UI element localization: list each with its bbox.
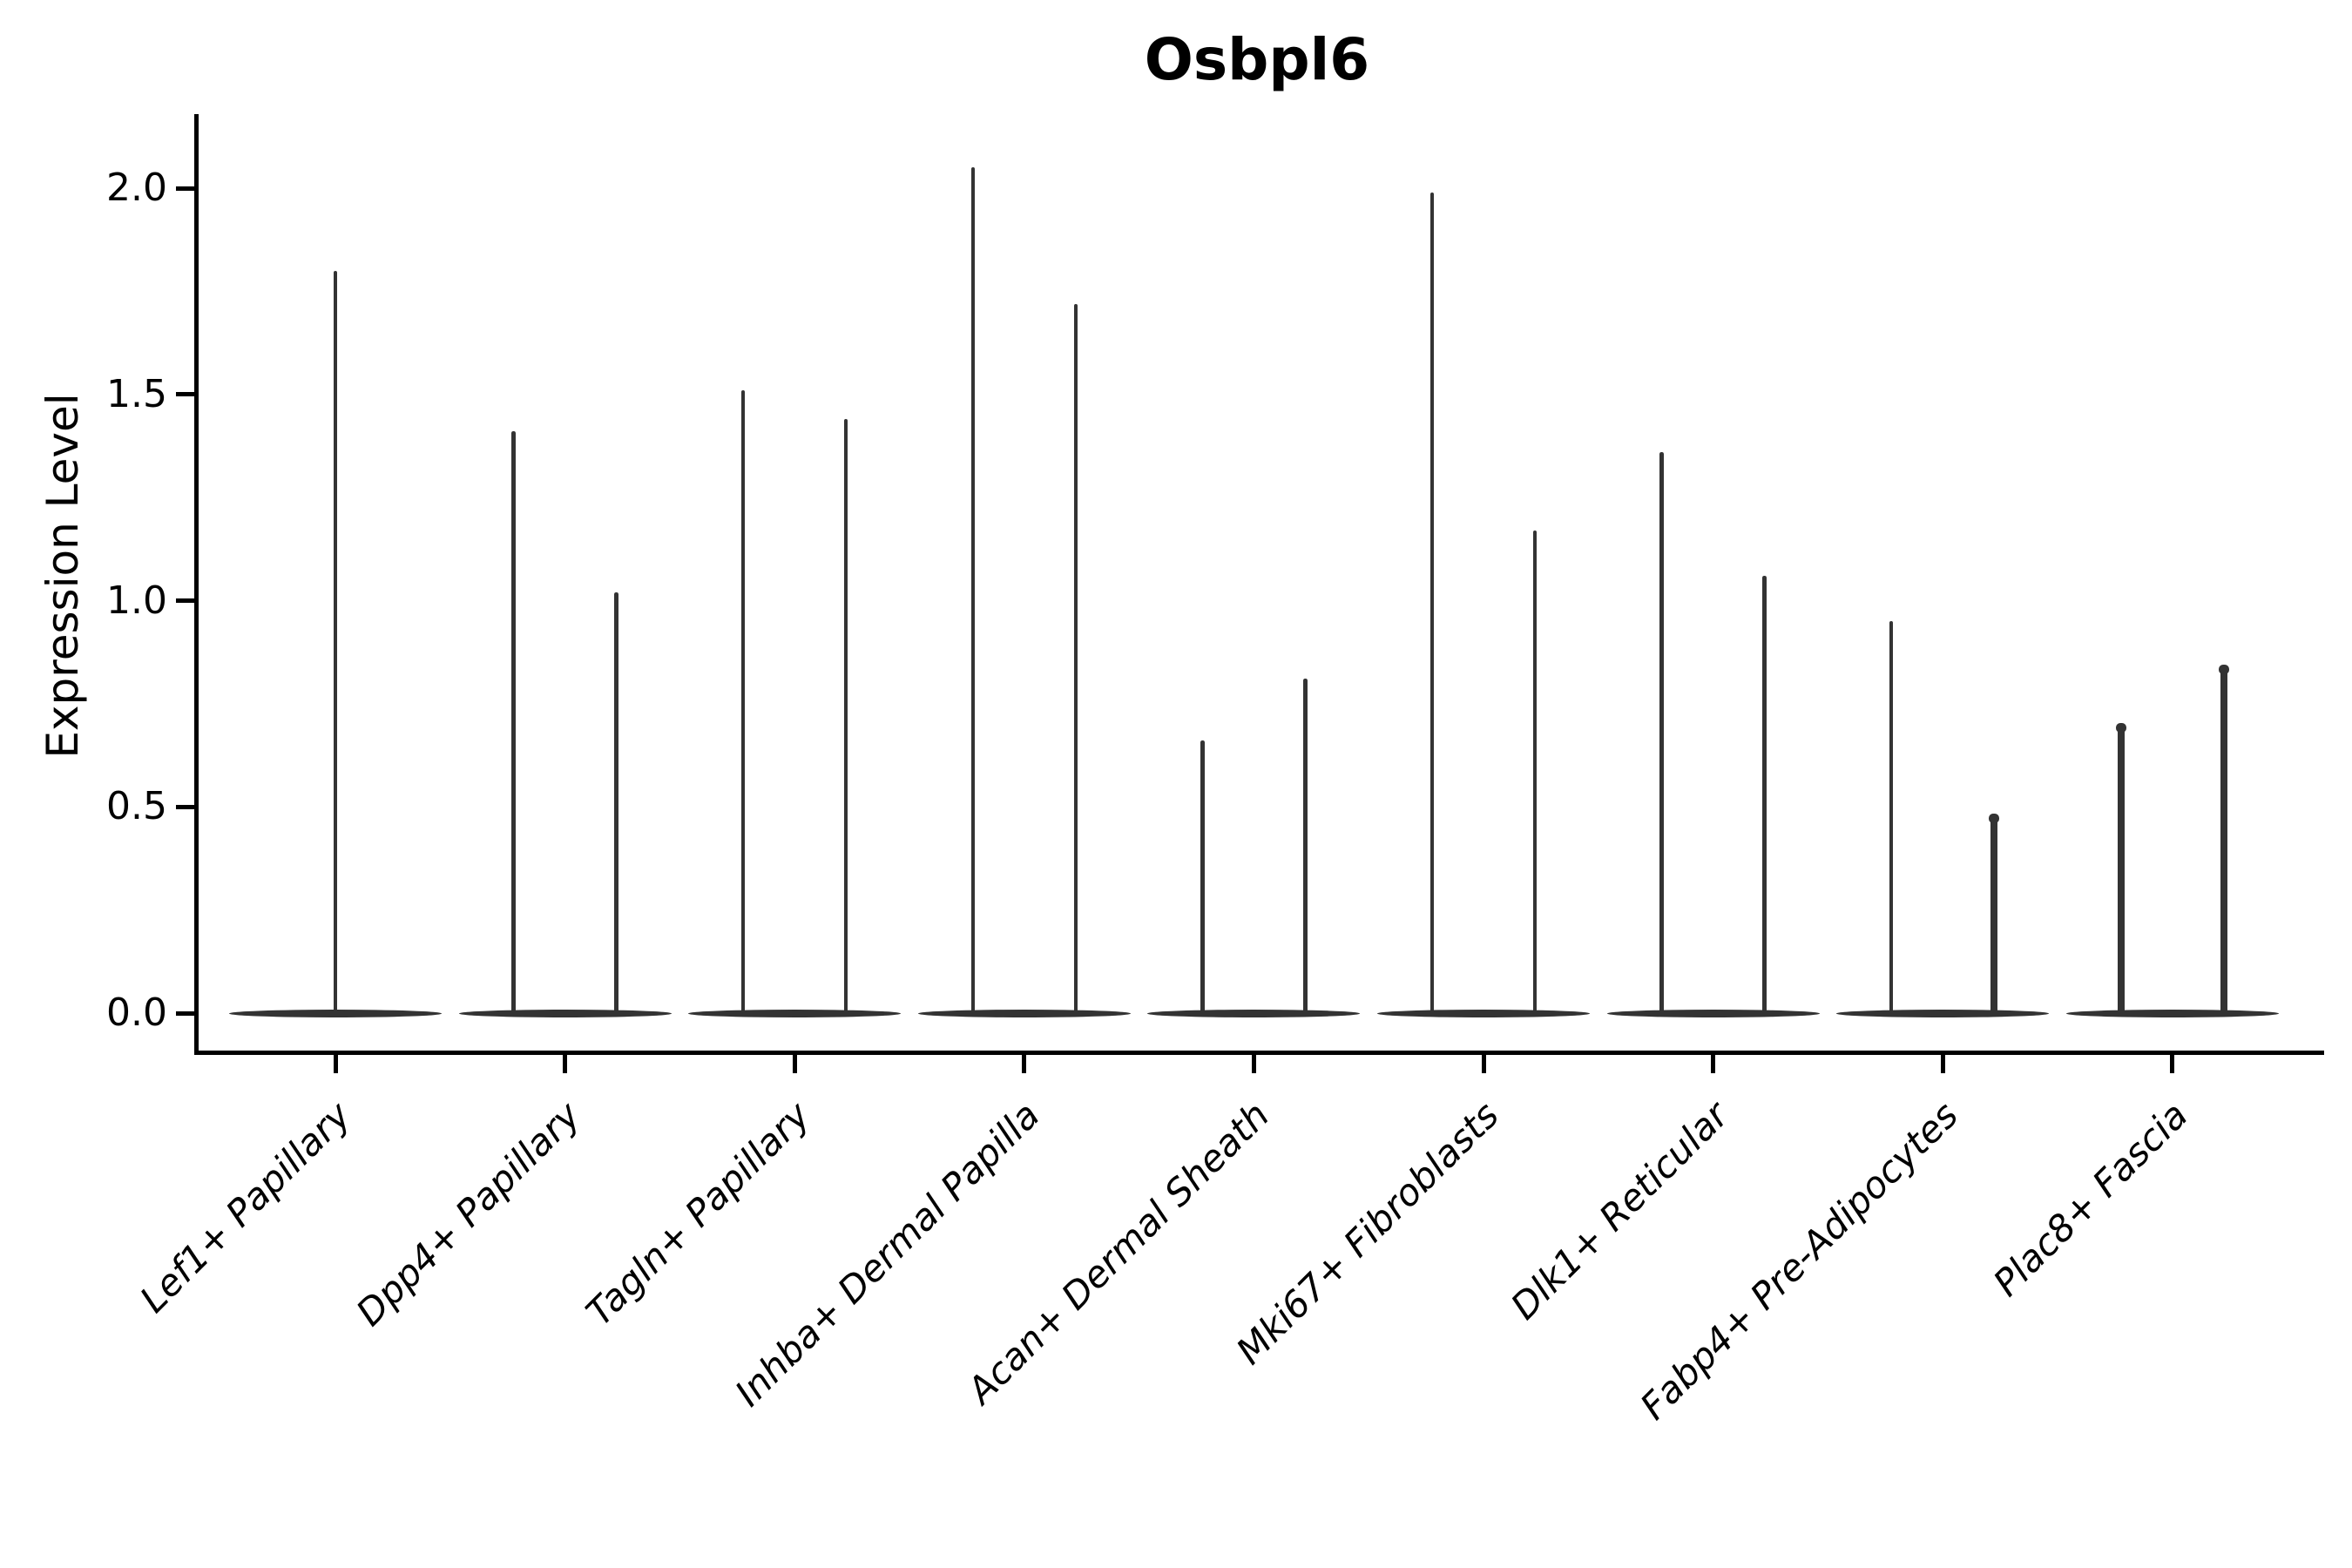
violin-base [1606,1009,1820,1017]
violin-needle [614,592,618,1013]
y-tick [176,392,195,397]
violin-base [458,1009,672,1017]
y-tick-label: 1.0 [106,578,167,623]
y-axis-spine [194,114,199,1055]
y-tick [176,804,195,809]
violin-base [1836,1009,2050,1017]
violin-needle [970,167,976,1013]
violin-needle-cap [2219,665,2229,675]
y-tick [176,186,195,191]
y-tick-label: 0.0 [106,990,167,1035]
violin-base [688,1009,902,1017]
violin-base [1147,1009,1361,1017]
violin-needle [1990,814,1997,1013]
x-tick [2170,1054,2175,1073]
x-tick-label: Lef1+ Papillary [132,1093,359,1321]
x-tick [1251,1054,1256,1073]
chart-title: Osbpl6 [1144,26,1370,93]
x-tick [1940,1054,1945,1073]
x-tick [1022,1054,1027,1073]
violin-needle [1889,621,1894,1013]
violin-needle-cap [1989,813,1999,823]
violin-needle [1303,679,1308,1013]
violin-needle [2220,666,2227,1013]
violin-base [2065,1009,2279,1017]
x-axis-spine [194,1051,2324,1055]
violin-needle-cap [2116,722,2126,733]
x-tick [792,1054,797,1073]
violin-needle [1659,452,1664,1013]
violin-needle [1762,576,1767,1013]
violin-needle [843,419,848,1013]
y-tick-label: 0.5 [106,784,167,829]
violin-base [1377,1009,1590,1017]
violin-needle [333,270,338,1013]
violin-needle [2118,724,2125,1013]
x-tick [1481,1054,1486,1073]
violin-needle [1073,303,1078,1013]
violin-base [229,1009,442,1017]
violin-needle [1200,740,1205,1013]
y-tick-label: 1.5 [106,371,167,416]
y-tick [176,1010,195,1016]
violin-needle [1429,192,1435,1013]
violin-needle [511,431,516,1013]
violin-needle [1532,531,1538,1013]
x-tick [333,1054,338,1073]
x-tick [1711,1054,1716,1073]
violin-base [917,1009,1131,1017]
y-tick [176,598,195,603]
x-tick [563,1054,568,1073]
violin-needle [740,390,746,1013]
y-tick-label: 2.0 [106,166,167,210]
x-tick-label: Dpp4+ Papillary [348,1093,589,1335]
